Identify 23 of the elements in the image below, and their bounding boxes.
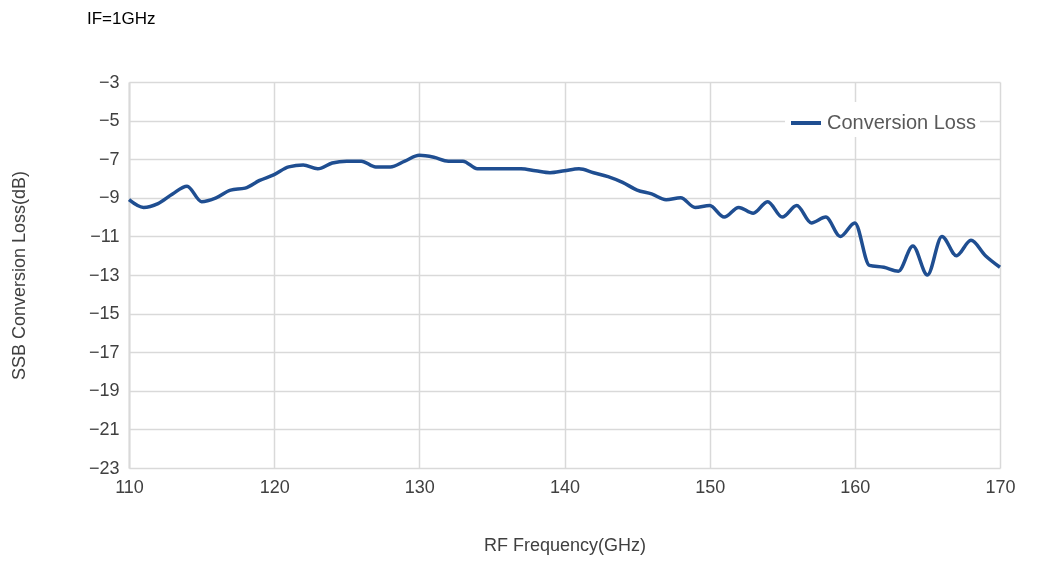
x-tick-label: 110 [115, 476, 144, 497]
y-axis-title: SSB Conversion Loss(dB) [8, 170, 29, 381]
x-tick-label: 150 [695, 476, 726, 497]
chart-title: IF=1GHz [87, 9, 156, 28]
y-tick-label: −15 [88, 303, 120, 324]
legend-label: Conversion Loss [827, 111, 976, 133]
x-tick-label: 140 [549, 476, 581, 497]
y-tick-label: −21 [88, 418, 120, 439]
y-tick-label: −3 [98, 71, 120, 92]
y-tick-label: −13 [88, 264, 120, 285]
y-tick-label: −23 [88, 457, 120, 478]
x-axis-title: RF Frequency(GHz) [483, 534, 647, 555]
line-series [127, 153, 1002, 277]
y-tick-label: −7 [98, 148, 120, 169]
y-tick-label: −5 [98, 110, 120, 131]
y-tick-label: −17 [88, 341, 120, 362]
y-tick-label: −9 [98, 187, 120, 208]
y-tick-label: −11 [90, 225, 120, 246]
x-tick-label: 160 [840, 476, 871, 497]
x-tick-label: 130 [404, 476, 435, 497]
x-tick-label: 120 [259, 476, 290, 497]
x-tick-label: 170 [985, 476, 1016, 497]
y-tick-label: −19 [88, 380, 120, 401]
